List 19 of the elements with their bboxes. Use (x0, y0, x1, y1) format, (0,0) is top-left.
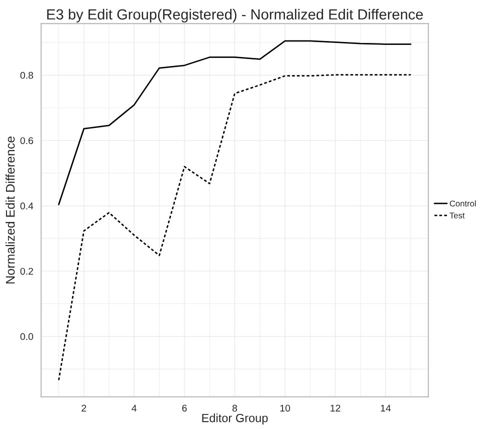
line-series (58, 40, 412, 206)
chart-title: E3 by Edit Group(Registered) - Normalized Edit Difference (47, 8, 423, 22)
legend-label: Test (450, 212, 465, 218)
x-tick-label: 8 (232, 404, 238, 412)
y-tick-label: 0.2 (20, 268, 34, 275)
x-tick-label: 4 (132, 404, 137, 412)
y-tick-label: 0.6 (20, 137, 34, 144)
x-tick-label: 2 (82, 404, 86, 412)
y-tick-label: 0.4 (20, 202, 34, 210)
x-tick-label: 14 (380, 404, 391, 412)
line-series (58, 74, 412, 381)
y-tick-label: 0.8 (20, 72, 34, 79)
y-axis-title: Normalized Edit Difference (6, 136, 15, 284)
x-tick-label: 6 (182, 404, 187, 412)
legend-label: Control (450, 200, 476, 206)
x-axis-title: Editor Group (202, 414, 268, 425)
x-tick-label: 10 (280, 404, 290, 412)
x-tick-label: 12 (330, 404, 340, 412)
y-tick-label: 0.0 (20, 333, 34, 340)
